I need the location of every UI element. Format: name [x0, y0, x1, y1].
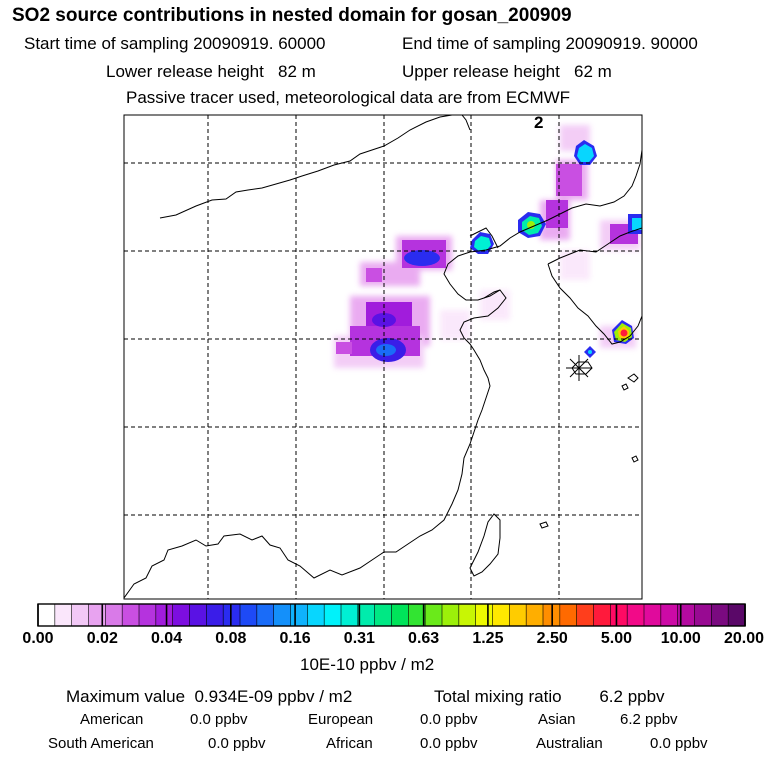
map-frame: [123, 114, 643, 600]
colorbar-swatch: [525, 603, 544, 627]
colorbar-swatch: [307, 603, 325, 627]
colorbar-tick-label: 2.50: [536, 630, 568, 647]
colorbar-swatch: [138, 603, 157, 627]
colorbar-swatch: [711, 603, 729, 627]
colorbar-unit: 10E-10 ppbv / m2: [300, 655, 435, 674]
colorbar-swatch: [424, 603, 443, 627]
colorbar-swatch: [458, 603, 477, 627]
asian-label: Asian: [538, 711, 576, 728]
plume-layer: [334, 125, 642, 368]
colorbar-tick-label: 20.00: [723, 630, 765, 647]
station-marker-icon: [566, 355, 592, 381]
american-value: 0.0 ppbv: [190, 711, 248, 728]
colorbar-tick-label: 0.02: [86, 630, 118, 647]
colorbar-swatch: [643, 603, 662, 627]
colorbar-swatch: [256, 603, 275, 627]
colorbar-swatch: [610, 603, 628, 627]
colorbar-swatch: [660, 603, 679, 627]
page-title: SO2 source contributions in nested domai…: [12, 5, 572, 26]
colorbar-swatch: [441, 603, 460, 627]
colorbar-swatch: [340, 603, 359, 627]
australian-value: 0.0 ppbv: [650, 735, 708, 752]
african-label: African: [326, 735, 373, 752]
map-grid: [124, 115, 642, 599]
colorbar-swatch: [121, 603, 140, 627]
colorbar-swatch: [727, 603, 746, 627]
colorbar-tick-label: 0.16: [279, 630, 311, 647]
colorbar-tick-label: 0.00: [22, 630, 54, 647]
colorbar-tick-label: 1.25: [472, 630, 504, 647]
colorbar-swatch: [626, 603, 645, 627]
colorbar-tick-label: 0.63: [408, 630, 440, 647]
tracer-note: Passive tracer used, meteorological data…: [126, 88, 571, 107]
european-label: European: [308, 711, 374, 728]
colorbar-swatch: [88, 603, 107, 627]
maximum-value: Maximum value 0.934E-09 ppbv / m2: [66, 687, 353, 706]
colorbar-swatch: [593, 603, 612, 627]
colorbar-swatch: [172, 603, 191, 627]
upper-release-height: Upper release height 62 m: [402, 62, 612, 81]
colorbar-swatch: [222, 603, 241, 627]
colorbar-swatch: [105, 603, 123, 627]
colorbar-tick-label: 0.04: [150, 630, 183, 647]
colorbar-swatch: [475, 603, 494, 627]
colorbar-swatch: [323, 603, 342, 627]
total-mixing-ratio: Total mixing ratio 6.2 ppbv: [434, 687, 665, 706]
colorbar-swatch: [273, 603, 292, 627]
colorbar-swatch: [391, 603, 410, 627]
south-american-label: South American: [48, 735, 154, 752]
colorbar-tick-label: 10.00: [660, 630, 701, 647]
colorbar-swatch: [239, 603, 258, 627]
colorbar-swatch: [492, 603, 511, 627]
colorbar-tick-label: 5.00: [600, 630, 633, 647]
colorbar-frame: [37, 603, 746, 627]
lower-release-height: Lower release height 82 m: [106, 62, 316, 81]
panel-label: 2: [534, 113, 543, 132]
colorbar-swatch: [71, 603, 90, 627]
south-american-value: 0.0 ppbv: [208, 735, 266, 752]
american-label: American: [80, 711, 144, 728]
colorbar-swatch: [374, 603, 393, 627]
colorbar-tick-label: 0.31: [343, 630, 375, 647]
colorbar-swatch: [206, 603, 224, 627]
sampling-end: End time of sampling 20090919. 90000: [402, 34, 698, 53]
asian-value: 6.2 ppbv: [620, 711, 678, 728]
european-value: 0.0 ppbv: [420, 711, 478, 728]
colorbar-swatch: [509, 603, 527, 627]
african-value: 0.0 ppbv: [420, 735, 478, 752]
colorbar: [37, 603, 746, 627]
colorbar-swatch: [155, 603, 174, 627]
colorbar-swatch: [290, 603, 309, 627]
colorbar-swatch: [37, 603, 56, 627]
colorbar-swatch: [694, 603, 713, 627]
colorbar-swatch: [54, 603, 73, 627]
colorbar-swatch: [357, 603, 376, 627]
sampling-start: Start time of sampling 20090919. 60000: [24, 34, 326, 53]
colorbar-swatch: [576, 603, 595, 627]
australian-label: Australian: [536, 735, 603, 752]
colorbar-swatch: [189, 603, 208, 627]
colorbar-swatch: [559, 603, 578, 627]
coastline-layer: [124, 115, 642, 599]
colorbar-tick-label: 0.08: [215, 630, 247, 647]
